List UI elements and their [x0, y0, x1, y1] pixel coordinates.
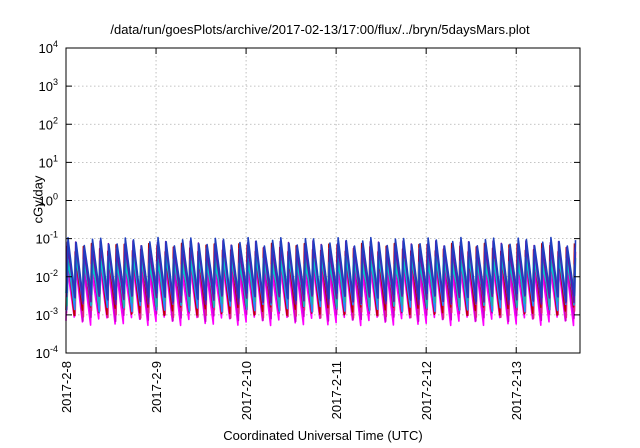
y-tick-label: 101 — [39, 153, 58, 170]
y-tick-label: 102 — [39, 115, 58, 132]
x-tick-label: 2017-2-13 — [509, 361, 524, 420]
y-tick-label: 10-1 — [36, 230, 58, 247]
y-tick-label: 10-3 — [36, 306, 58, 323]
y-tick-label: 10-2 — [36, 268, 58, 285]
y-tick-label: 100 — [39, 192, 58, 209]
y-tick-label: 104 — [39, 39, 58, 56]
x-axis-label: Coordinated Universal Time (UTC) — [223, 428, 423, 443]
y-tick-label: 10-4 — [36, 344, 58, 361]
y-axis-label: cGy/day — [30, 175, 46, 224]
y-tick-label: 103 — [39, 77, 58, 94]
data-series-line — [66, 236, 577, 303]
x-tick-label: 2017-2-9 — [149, 361, 164, 413]
x-tick-label: 2017-2-8 — [59, 361, 74, 413]
x-tick-label: 2017-2-12 — [419, 361, 434, 420]
x-tick-label: 2017-2-10 — [239, 361, 254, 420]
chart-title: /data/run/goesPlots/archive/2017-02-13/1… — [110, 22, 530, 37]
x-tick-label: 2017-2-11 — [329, 361, 344, 419]
